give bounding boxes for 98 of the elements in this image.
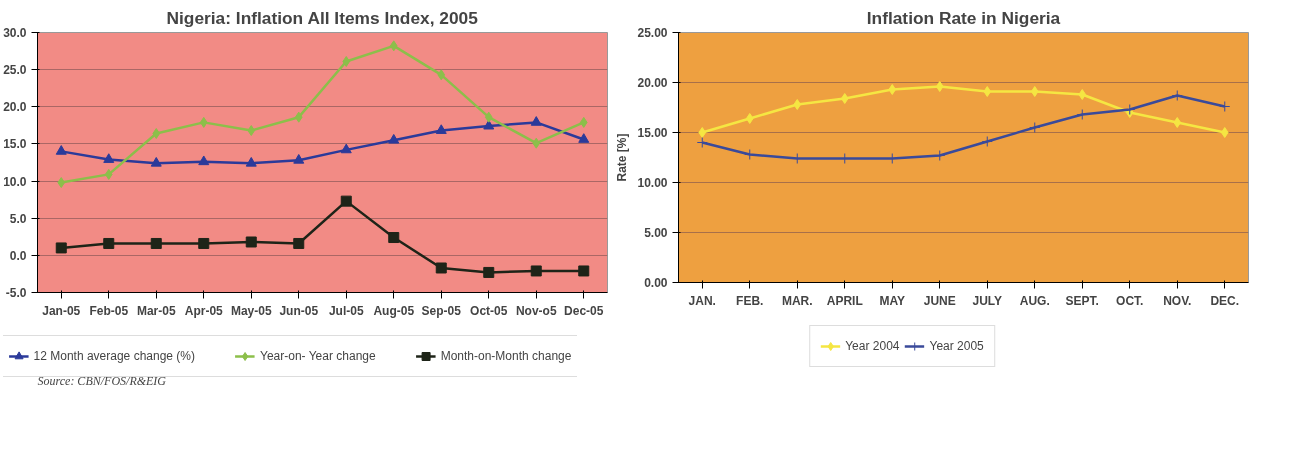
point xyxy=(532,137,541,149)
y-axis-title: Rate [%] xyxy=(615,133,630,182)
point xyxy=(1078,89,1087,100)
point xyxy=(389,40,398,52)
point xyxy=(1030,86,1039,97)
y-tick-label: 0.0 xyxy=(9,248,27,263)
x-tick-label: Dec-05 xyxy=(564,303,604,318)
x-tick-label: Feb-05 xyxy=(89,303,129,318)
point xyxy=(55,242,67,254)
source-note: Source: CBN/FOS/R&EIG xyxy=(37,373,167,388)
y-tick-label: 25.00 xyxy=(637,26,668,40)
point xyxy=(437,69,446,81)
x-tick-label: Oct-05 xyxy=(470,303,508,318)
point xyxy=(388,133,400,144)
x-tick-label: Jan-05 xyxy=(42,303,81,318)
y-tick-label: 20.00 xyxy=(637,76,668,90)
point xyxy=(293,154,305,164)
point xyxy=(578,265,590,277)
y-tick-label: 5.0 xyxy=(9,211,27,226)
point xyxy=(1173,117,1182,128)
point xyxy=(579,116,588,128)
y-tick-label: 15.0 xyxy=(3,137,27,152)
x-tick-label: Aug-05 xyxy=(373,303,415,318)
point xyxy=(198,237,210,249)
point xyxy=(150,156,162,167)
x-tick-label: NOV. xyxy=(1163,293,1192,308)
x-tick-label: JUNE xyxy=(923,293,956,308)
x-tick-label: Mar-05 xyxy=(136,303,176,318)
point xyxy=(435,262,447,274)
point xyxy=(342,55,351,67)
point xyxy=(530,116,542,126)
point xyxy=(483,266,495,278)
x-tick-label: MAR. xyxy=(781,293,813,308)
y-tick-label: 0.00 xyxy=(644,276,668,290)
x-tick-label: SEPT. xyxy=(1065,293,1099,308)
point xyxy=(1220,127,1229,138)
point xyxy=(1029,122,1041,133)
point xyxy=(1171,90,1183,101)
legend-label: Year-on- Year change xyxy=(260,349,376,363)
legend-label: Month-on-Month change xyxy=(440,349,572,363)
point xyxy=(199,116,208,128)
point xyxy=(57,177,66,189)
point xyxy=(245,156,257,167)
point xyxy=(745,113,754,124)
point xyxy=(247,125,256,137)
point xyxy=(104,168,113,180)
point xyxy=(293,237,305,249)
point xyxy=(1219,101,1231,112)
y-tick-label: 10.0 xyxy=(3,174,27,189)
point xyxy=(152,128,161,140)
x-tick-label: AUG. xyxy=(1019,293,1050,308)
point xyxy=(55,145,67,155)
point xyxy=(294,111,303,123)
point xyxy=(935,81,944,92)
x-tick-label: MAY xyxy=(879,293,906,308)
point xyxy=(388,232,400,244)
x-tick-label: Jun-05 xyxy=(279,303,319,318)
y-tick-label: 20.0 xyxy=(3,100,27,115)
point xyxy=(435,124,447,134)
point xyxy=(793,99,802,110)
y-tick-label: 10.00 xyxy=(637,176,668,190)
x-tick-label: Apr-05 xyxy=(184,303,224,318)
point xyxy=(103,237,115,249)
point xyxy=(198,155,210,166)
point xyxy=(696,137,708,148)
x-tick-label: Sep-05 xyxy=(421,303,462,318)
x-tick-label: OCT. xyxy=(1116,293,1144,308)
x-tick-label: Nov-o5 xyxy=(515,303,557,318)
chart-title: Inflation Rate in Nigeria xyxy=(866,7,1061,28)
chart-title: Nigeria: Inflation All Items Index, 2005 xyxy=(166,7,479,28)
point xyxy=(484,111,493,123)
x-tick-label: APRIL xyxy=(826,293,863,308)
point xyxy=(245,236,257,248)
point xyxy=(530,265,542,277)
x-tick-label: JAN. xyxy=(688,293,716,308)
legend-label: Year 2004 xyxy=(845,339,900,353)
x-tick-label: Jul-05 xyxy=(328,303,364,318)
point xyxy=(340,195,352,207)
y-tick-label: 5.00 xyxy=(644,226,668,240)
point xyxy=(840,93,849,104)
x-tick-label: JULY xyxy=(972,293,1003,308)
point xyxy=(698,127,707,138)
point xyxy=(981,136,993,147)
point xyxy=(578,133,590,143)
x-tick-label: FEB. xyxy=(736,293,764,308)
x-tick-label: May-05 xyxy=(230,303,272,318)
x-tick-label: DEC. xyxy=(1210,293,1240,308)
point xyxy=(150,237,162,249)
point xyxy=(983,86,992,97)
point xyxy=(340,143,352,154)
legend-label: Year 2005 xyxy=(929,339,984,353)
y-tick-label: -5.0 xyxy=(5,286,27,300)
point xyxy=(888,84,897,95)
point xyxy=(103,153,115,163)
y-tick-label: 25.0 xyxy=(3,63,27,78)
y-tick-label: 30.0 xyxy=(3,26,27,40)
legend-label: 12 Month average change (%) xyxy=(33,349,195,363)
y-tick-label: 15.00 xyxy=(637,126,668,140)
